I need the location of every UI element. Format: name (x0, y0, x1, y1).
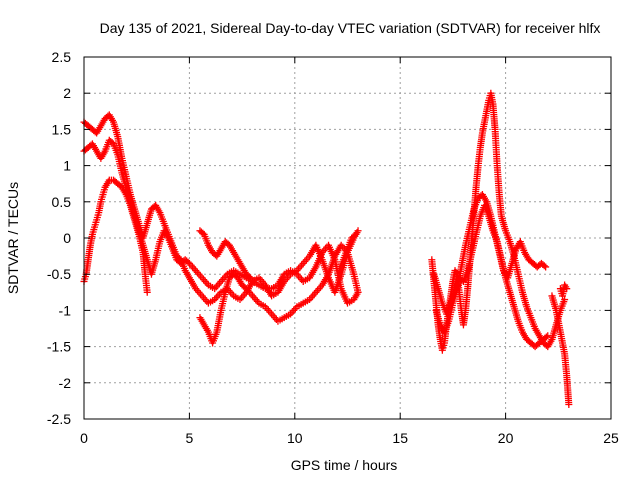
data-point (542, 263, 550, 271)
series-track-11 (335, 230, 360, 275)
x-tick-label: 5 (186, 430, 194, 446)
y-tick-label: -1 (59, 302, 72, 318)
series-track-8 (548, 292, 573, 409)
data-point (542, 333, 550, 341)
grid-layer (84, 57, 611, 419)
ticks-layer: 0 5 10 15 20 25 -2.5 -2 -1.5 -1 -0.5 0 0.5 1 1.5 2 2.5 (47, 49, 619, 446)
series-track-9 (556, 281, 571, 300)
series-track-4 (196, 241, 362, 347)
data-point (184, 258, 192, 266)
series-track-6 (430, 201, 552, 351)
data-point (143, 288, 151, 296)
data-point (354, 288, 362, 296)
y-tick-label: 2 (63, 85, 71, 101)
y-tick-label: -0.5 (47, 266, 71, 282)
y-tick-label: -2 (59, 375, 72, 391)
y-tick-label: 0.5 (52, 194, 72, 210)
data-point (565, 401, 573, 409)
x-tick-label: 0 (80, 430, 88, 446)
data-point (354, 227, 362, 235)
x-tick-label: 15 (392, 430, 408, 446)
y-tick-label: -1.5 (47, 339, 71, 355)
data-point (247, 274, 255, 282)
data-point (544, 332, 552, 340)
data-point (245, 273, 253, 281)
x-tick-label: 25 (603, 430, 619, 446)
y-tick-label: 1 (63, 158, 71, 174)
y-tick-label: 0 (63, 230, 71, 246)
data-point (561, 296, 569, 304)
x-axis-label: GPS time / hours (291, 457, 398, 473)
data-point (540, 262, 548, 270)
series-track-10 (196, 227, 255, 282)
y-tick-label: 2.5 (52, 49, 72, 65)
data-point (241, 283, 249, 291)
y-tick-label: 1.5 (52, 121, 72, 137)
data-point (563, 285, 571, 293)
chart-title: Day 135 of 2021, Sidereal Day-to-day VTE… (100, 20, 601, 36)
y-axis-label: SDTVAR / TECUs (5, 182, 21, 294)
marks-layer (80, 89, 573, 409)
x-tick-label: 20 (498, 430, 514, 446)
x-tick-label: 10 (287, 430, 303, 446)
series-track-7 (432, 191, 550, 336)
data-point (352, 230, 360, 238)
y-tick-label: -2.5 (47, 411, 71, 427)
data-point (351, 232, 359, 240)
